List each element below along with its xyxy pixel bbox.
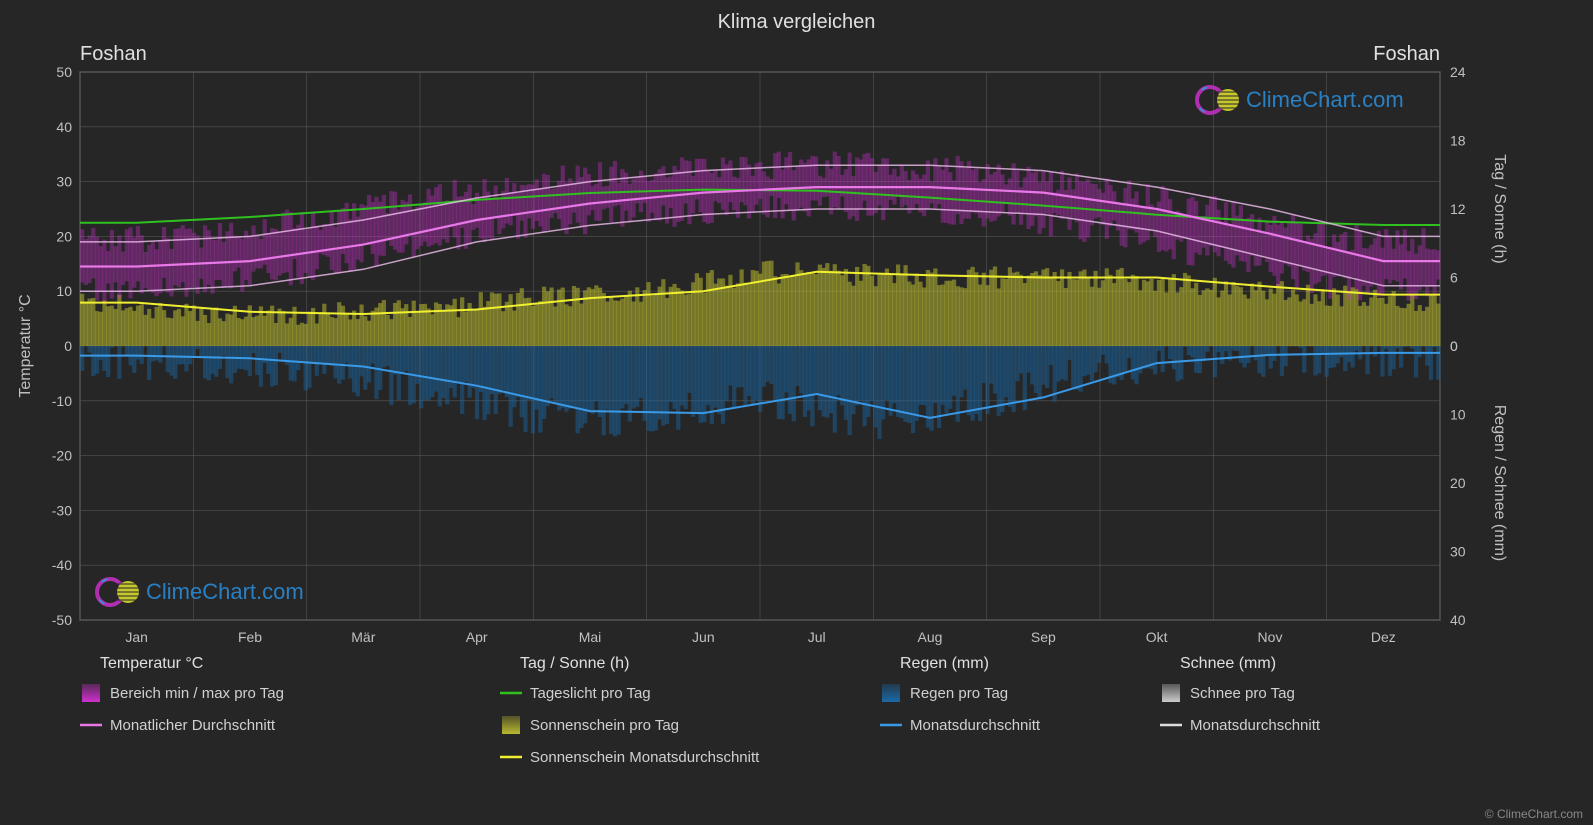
- legend-item-label: Regen pro Tag: [910, 685, 1008, 702]
- month-label: Sep: [1031, 629, 1056, 645]
- ytick-right-rain: 40: [1450, 612, 1466, 628]
- ytick-left: -30: [52, 502, 72, 518]
- chart-svg: Klima vergleichen Foshan Foshan -50 -40 -30 -2…: [0, 0, 1593, 825]
- svg-text:ClimeChart.com: ClimeChart.com: [146, 579, 304, 604]
- legend-swatch: [82, 684, 100, 702]
- ytick-right-rain: 0: [1450, 338, 1458, 354]
- month-label: Dez: [1371, 629, 1396, 645]
- month-label: Jun: [692, 629, 715, 645]
- location-right: Foshan: [1373, 43, 1440, 65]
- month-label: Apr: [466, 629, 488, 645]
- legend-swatch: [882, 684, 900, 702]
- ytick-left: -20: [52, 448, 72, 464]
- ytick-left: 20: [56, 228, 72, 244]
- legend-item-label: Sonnenschein pro Tag: [530, 717, 679, 734]
- ytick-left: 30: [56, 174, 72, 190]
- copyright: © ClimeChart.com: [1485, 807, 1583, 821]
- legend-item-label: Monatlicher Durchschnitt: [110, 717, 276, 734]
- legend-group-title: Regen (mm): [900, 655, 989, 672]
- climate-chart: Klima vergleichen Foshan Foshan -50 -40 -30 -2…: [0, 0, 1593, 825]
- month-label: Feb: [238, 629, 262, 645]
- month-label: Jan: [125, 629, 148, 645]
- month-label: Aug: [918, 629, 943, 645]
- ytick-right-rain: 10: [1450, 407, 1466, 423]
- ytick-right-sun: 6: [1450, 270, 1458, 286]
- axis-label-right-bot: Regen / Schnee (mm): [1491, 405, 1508, 562]
- ytick-left: 10: [56, 283, 72, 299]
- month-label: Okt: [1146, 629, 1168, 645]
- ytick-left: 50: [56, 64, 72, 80]
- ytick-right-sun: 12: [1450, 201, 1466, 217]
- ytick-left: 40: [56, 119, 72, 135]
- legend-item-label: Sonnenschein Monatsdurchschnitt: [530, 749, 760, 766]
- ytick-right-rain: 30: [1450, 544, 1466, 560]
- legend-item-label: Monatsdurchschnitt: [910, 717, 1041, 734]
- ytick-right-rain: 20: [1450, 475, 1466, 491]
- legend-swatch: [1162, 684, 1180, 702]
- month-label: Nov: [1258, 629, 1283, 645]
- svg-text:ClimeChart.com: ClimeChart.com: [1246, 87, 1404, 112]
- watermark: ClimeChart.com: [1197, 87, 1404, 113]
- legend-item-label: Tageslicht pro Tag: [530, 685, 651, 702]
- legend-item-label: Schnee pro Tag: [1190, 685, 1295, 702]
- legend-item-label: Bereich min / max pro Tag: [110, 685, 284, 702]
- legend-group-title: Schnee (mm): [1180, 655, 1276, 672]
- axis-label-left: Temperatur °C: [17, 294, 34, 397]
- month-label: Mär: [351, 629, 375, 645]
- ytick-right-sun: 24: [1450, 64, 1466, 80]
- legend-group-title: Temperatur °C: [100, 655, 203, 672]
- watermark: ClimeChart.com: [97, 579, 304, 605]
- legend-item-label: Monatsdurchschnitt: [1190, 717, 1321, 734]
- month-label: Mai: [579, 629, 602, 645]
- location-left: Foshan: [80, 43, 147, 65]
- chart-title: Klima vergleichen: [718, 11, 876, 33]
- legend-group-title: Tag / Sonne (h): [520, 655, 629, 672]
- month-label: Jul: [808, 629, 826, 645]
- ytick-left: -50: [52, 612, 72, 628]
- ytick-left: -40: [52, 557, 72, 573]
- ytick-left: -10: [52, 393, 72, 409]
- ytick-left: 0: [64, 338, 72, 354]
- axis-label-right-top: Tag / Sonne (h): [1491, 154, 1508, 263]
- ytick-right-sun: 18: [1450, 133, 1466, 149]
- legend-swatch: [502, 716, 520, 734]
